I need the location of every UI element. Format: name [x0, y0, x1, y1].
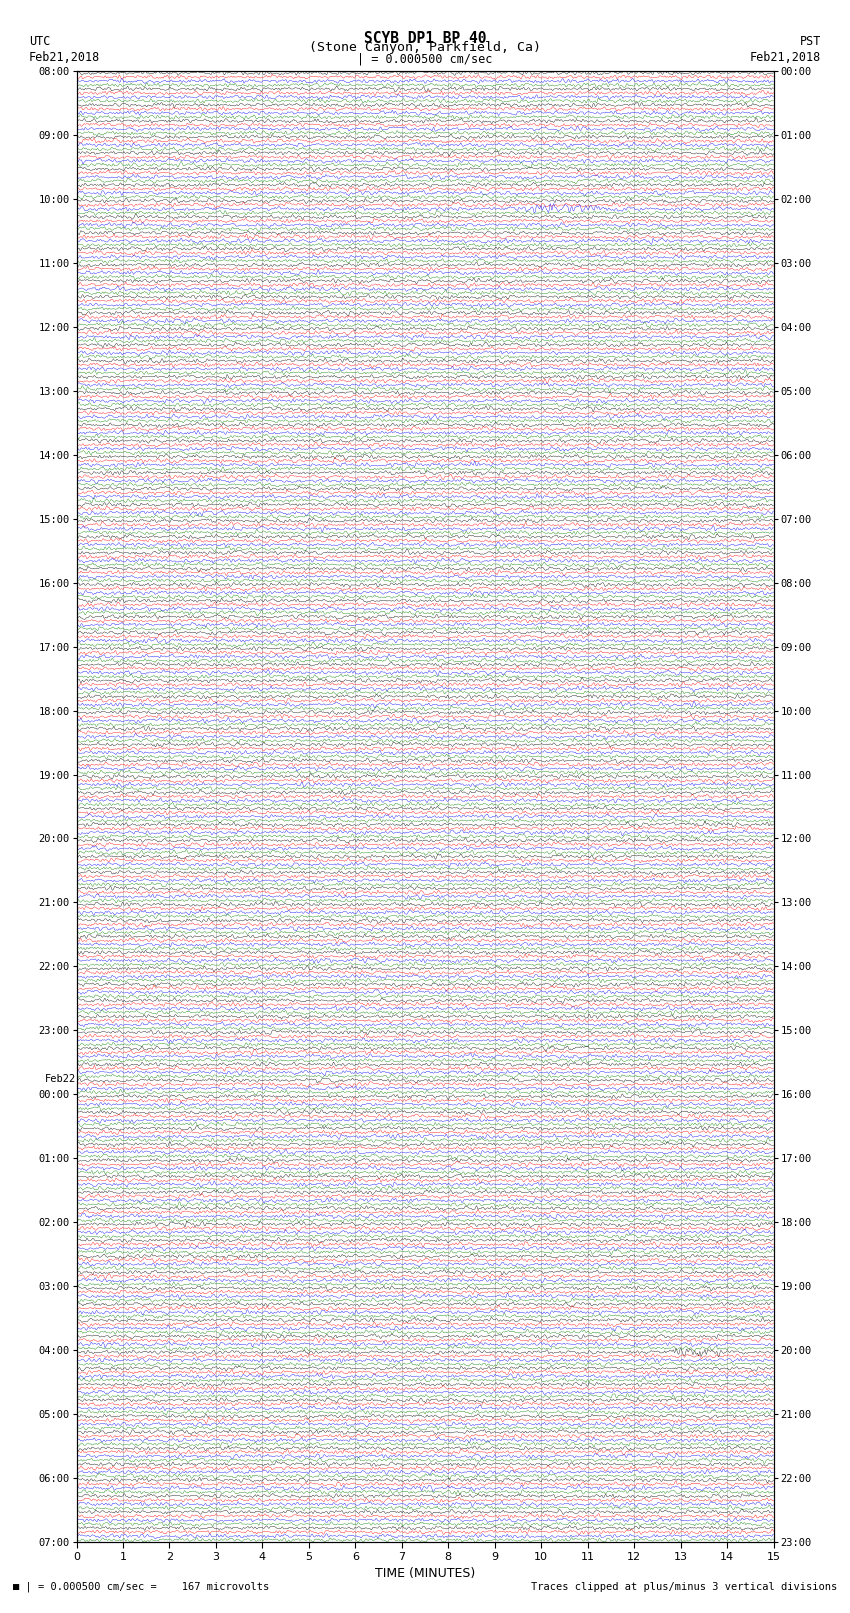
- Text: Feb21,2018: Feb21,2018: [750, 50, 821, 63]
- Text: (Stone Canyon, Parkfield, Ca): (Stone Canyon, Parkfield, Ca): [309, 40, 541, 55]
- Text: Traces clipped at plus/minus 3 vertical divisions: Traces clipped at plus/minus 3 vertical …: [531, 1582, 837, 1592]
- Text: Feb21,2018: Feb21,2018: [29, 50, 100, 63]
- Text: ■ | = 0.000500 cm/sec =    167 microvolts: ■ | = 0.000500 cm/sec = 167 microvolts: [13, 1581, 269, 1592]
- X-axis label: TIME (MINUTES): TIME (MINUTES): [375, 1566, 475, 1579]
- Text: SCYB DP1 BP 40: SCYB DP1 BP 40: [364, 31, 486, 45]
- Text: | = 0.000500 cm/sec: | = 0.000500 cm/sec: [357, 52, 493, 66]
- Text: Feb22: Feb22: [45, 1074, 76, 1084]
- Text: PST: PST: [800, 35, 821, 48]
- Text: UTC: UTC: [29, 35, 50, 48]
